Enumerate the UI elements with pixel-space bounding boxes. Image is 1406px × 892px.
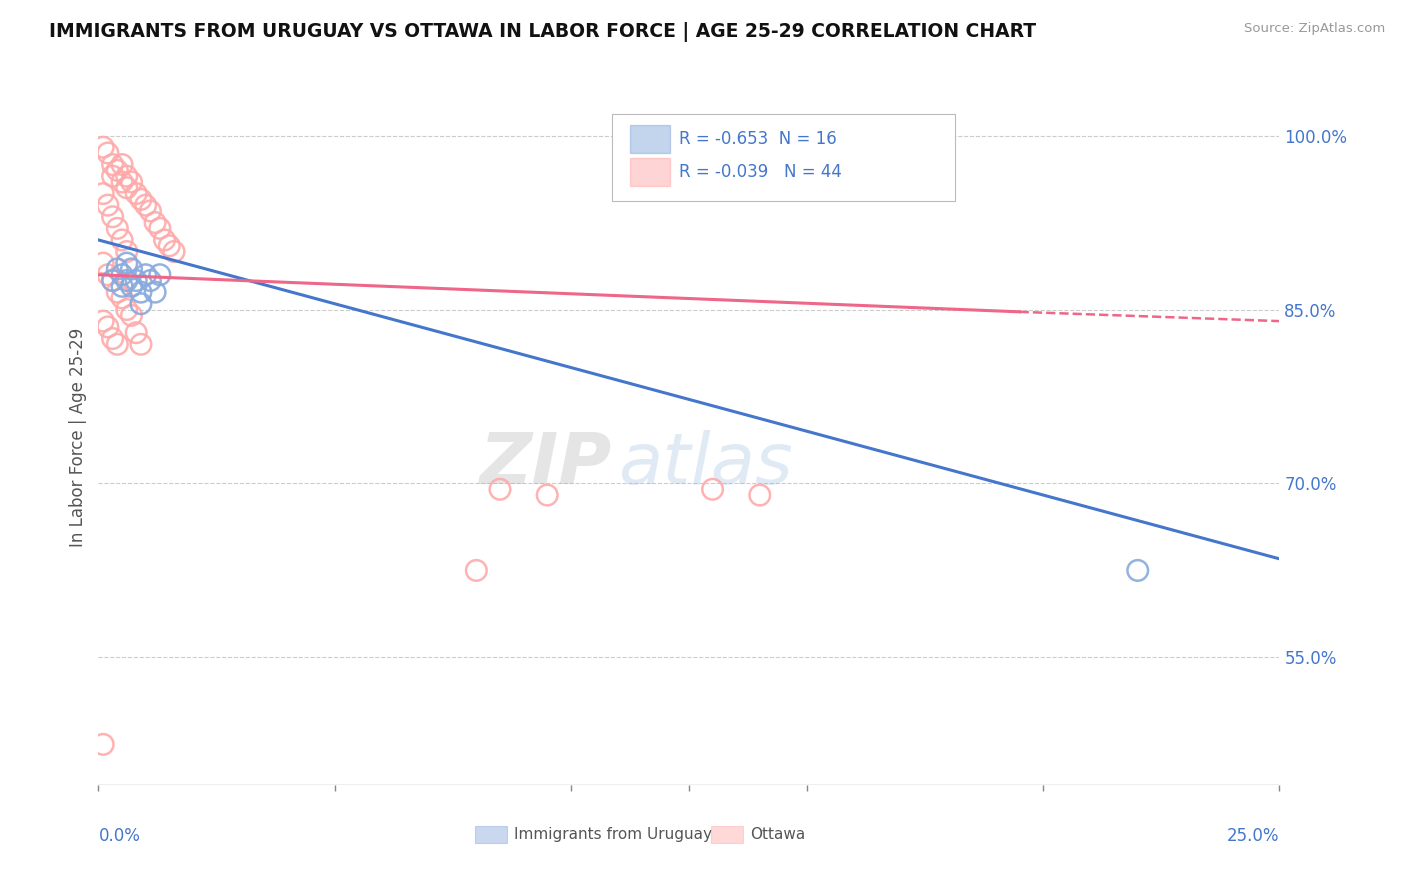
Point bbox=[143, 215, 166, 229]
Point bbox=[111, 175, 134, 189]
Point bbox=[702, 483, 724, 497]
Point bbox=[121, 175, 143, 189]
Point bbox=[111, 291, 134, 305]
Text: Immigrants from Uruguay: Immigrants from Uruguay bbox=[515, 827, 713, 842]
Point bbox=[139, 273, 162, 287]
Point bbox=[121, 279, 143, 293]
Point bbox=[115, 244, 138, 259]
Point bbox=[97, 145, 120, 161]
Point bbox=[105, 163, 128, 178]
Text: 0.0%: 0.0% bbox=[98, 827, 141, 845]
Point bbox=[105, 262, 128, 277]
Point bbox=[101, 273, 124, 287]
Point bbox=[97, 198, 120, 212]
Point bbox=[157, 238, 180, 253]
Point bbox=[1126, 564, 1149, 578]
Point bbox=[115, 273, 138, 287]
Text: R = -0.653  N = 16: R = -0.653 N = 16 bbox=[679, 130, 837, 148]
Point bbox=[91, 140, 114, 154]
Point bbox=[121, 262, 143, 277]
FancyBboxPatch shape bbox=[612, 113, 955, 201]
Text: IMMIGRANTS FROM URUGUAY VS OTTAWA IN LABOR FORCE | AGE 25-29 CORRELATION CHART: IMMIGRANTS FROM URUGUAY VS OTTAWA IN LAB… bbox=[49, 22, 1036, 42]
Point bbox=[129, 192, 152, 206]
Point bbox=[149, 221, 172, 235]
Point bbox=[91, 737, 114, 751]
Point bbox=[111, 157, 134, 171]
Point bbox=[149, 268, 172, 282]
FancyBboxPatch shape bbox=[711, 826, 744, 843]
Point bbox=[111, 233, 134, 247]
Point bbox=[125, 186, 148, 201]
Point bbox=[129, 337, 152, 351]
Point bbox=[105, 337, 128, 351]
Point bbox=[139, 203, 162, 218]
FancyBboxPatch shape bbox=[630, 126, 671, 153]
Point bbox=[105, 221, 128, 235]
Point bbox=[91, 256, 114, 270]
Point bbox=[105, 285, 128, 300]
Point bbox=[115, 169, 138, 184]
Point bbox=[129, 285, 152, 300]
Point bbox=[115, 256, 138, 270]
Point bbox=[115, 180, 138, 195]
Point bbox=[101, 157, 124, 171]
Point bbox=[536, 488, 558, 502]
Point bbox=[465, 564, 488, 578]
Point bbox=[101, 210, 124, 224]
Text: 25.0%: 25.0% bbox=[1227, 827, 1279, 845]
FancyBboxPatch shape bbox=[630, 158, 671, 186]
Text: ZIP: ZIP bbox=[479, 431, 612, 500]
Point bbox=[135, 198, 157, 212]
Point bbox=[129, 296, 152, 311]
Point bbox=[121, 309, 143, 323]
Point bbox=[91, 314, 114, 328]
Text: R = -0.039   N = 44: R = -0.039 N = 44 bbox=[679, 163, 842, 181]
Text: Source: ZipAtlas.com: Source: ZipAtlas.com bbox=[1244, 22, 1385, 36]
Point bbox=[111, 268, 134, 282]
Point bbox=[115, 302, 138, 317]
Point bbox=[135, 268, 157, 282]
Point bbox=[125, 326, 148, 340]
Point bbox=[101, 169, 124, 184]
Point bbox=[101, 332, 124, 346]
Point bbox=[489, 483, 512, 497]
Text: atlas: atlas bbox=[619, 431, 793, 500]
Point bbox=[153, 233, 176, 247]
Point bbox=[143, 285, 166, 300]
Point bbox=[748, 488, 770, 502]
Point bbox=[163, 244, 186, 259]
Point bbox=[91, 186, 114, 201]
FancyBboxPatch shape bbox=[475, 826, 508, 843]
Point bbox=[125, 273, 148, 287]
Point bbox=[101, 273, 124, 287]
Point bbox=[111, 279, 134, 293]
Point bbox=[97, 320, 120, 334]
Y-axis label: In Labor Force | Age 25-29: In Labor Force | Age 25-29 bbox=[69, 327, 87, 547]
Point bbox=[97, 268, 120, 282]
Text: Ottawa: Ottawa bbox=[751, 827, 806, 842]
